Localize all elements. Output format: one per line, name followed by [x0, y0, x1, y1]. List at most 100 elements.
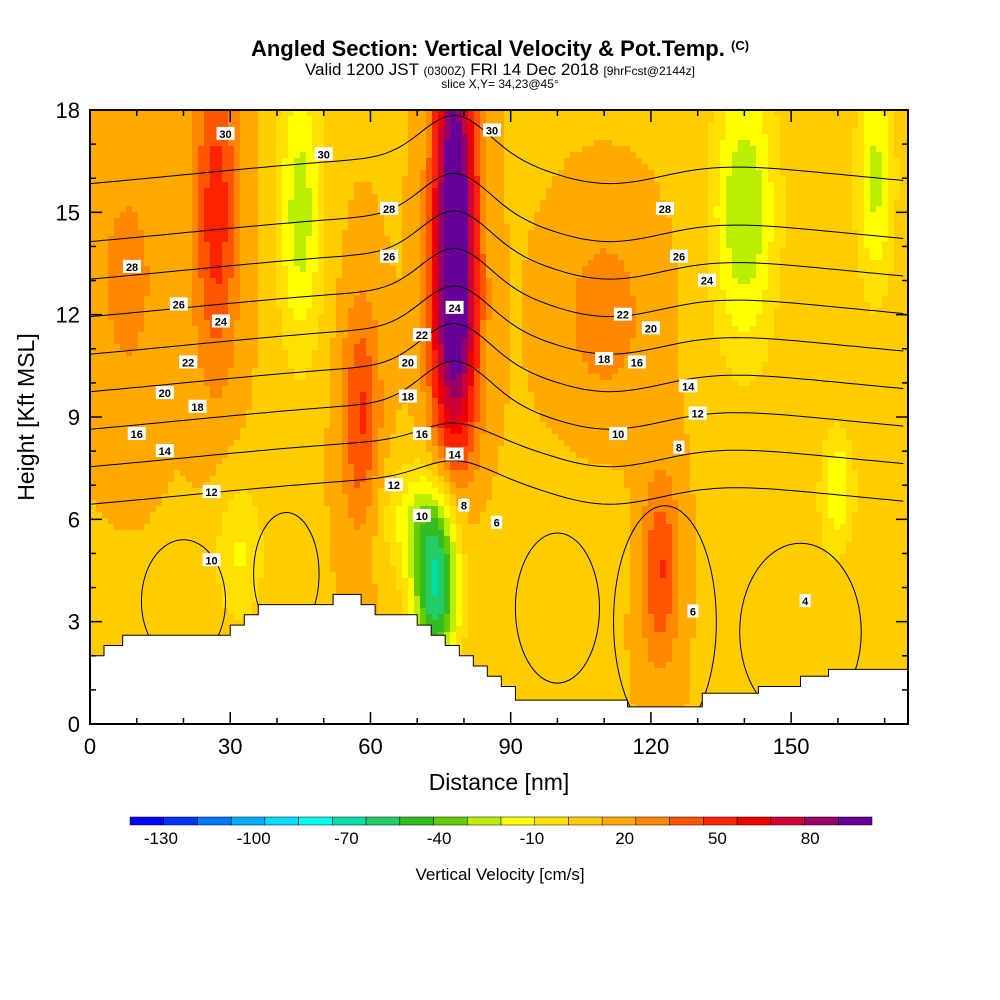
field-cell — [288, 158, 295, 165]
field-cell — [138, 332, 145, 339]
field-cell — [312, 572, 319, 579]
field-cell — [120, 362, 127, 369]
field-cell — [210, 128, 217, 135]
field-cell — [330, 164, 337, 171]
field-cell — [120, 428, 127, 435]
field-cell — [102, 530, 109, 537]
field-cell — [336, 416, 343, 423]
field-cell — [288, 392, 295, 399]
field-cell — [114, 584, 121, 591]
field-cell — [366, 344, 373, 351]
field-cell — [222, 428, 229, 435]
field-cell — [138, 188, 145, 195]
field-cell — [336, 578, 343, 585]
field-cell — [228, 512, 235, 519]
field-cell — [240, 590, 247, 597]
field-cell — [270, 566, 277, 573]
field-cell — [126, 116, 133, 123]
field-cell — [138, 164, 145, 171]
field-cell — [114, 452, 121, 459]
field-cell — [354, 224, 361, 231]
field-cell — [198, 254, 205, 261]
field-cell — [360, 530, 367, 537]
field-cell — [348, 182, 355, 189]
field-cell — [228, 344, 235, 351]
field-cell — [150, 590, 157, 597]
field-cell — [264, 176, 271, 183]
field-cell — [138, 542, 145, 549]
field-cell — [144, 536, 151, 543]
field-cell — [318, 380, 325, 387]
field-cell — [144, 356, 151, 363]
field-cell — [240, 398, 247, 405]
field-cell — [138, 314, 145, 321]
field-cell — [120, 344, 127, 351]
field-cell — [360, 224, 367, 231]
field-cell — [120, 278, 127, 285]
field-cell — [342, 182, 349, 189]
field-cell — [222, 386, 229, 393]
field-cell — [276, 290, 283, 297]
field-cell — [312, 302, 319, 309]
field-cell — [336, 482, 343, 489]
field-cell — [210, 344, 217, 351]
field-cell — [120, 212, 127, 219]
field-cell — [174, 116, 181, 123]
field-cell — [222, 236, 229, 243]
field-cell — [300, 356, 307, 363]
field-cell — [276, 278, 283, 285]
field-cell — [132, 512, 139, 519]
field-cell — [354, 296, 361, 303]
field-cell — [264, 170, 271, 177]
field-cell — [276, 320, 283, 327]
field-cell — [258, 188, 265, 195]
field-cell — [102, 494, 109, 501]
field-cell — [312, 386, 319, 393]
field-cell — [336, 122, 343, 129]
field-cell — [366, 404, 373, 411]
field-cell — [312, 500, 319, 507]
field-cell — [174, 386, 181, 393]
field-cell — [258, 326, 265, 333]
field-cell — [162, 140, 169, 147]
field-cell — [294, 146, 301, 153]
field-cell — [366, 374, 373, 381]
field-cell — [372, 122, 379, 129]
field-cell — [228, 356, 235, 363]
field-cell — [300, 500, 307, 507]
field-cell — [210, 254, 217, 261]
field-cell — [378, 224, 385, 231]
field-cell — [228, 230, 235, 237]
field-cell — [270, 350, 277, 357]
field-cell — [342, 506, 349, 513]
field-cell — [354, 176, 361, 183]
field-cell — [330, 488, 337, 495]
field-cell — [306, 584, 313, 591]
field-cell — [210, 542, 217, 549]
field-cell — [204, 524, 211, 531]
field-cell — [156, 284, 163, 291]
field-cell — [330, 458, 337, 465]
field-cell — [144, 176, 151, 183]
field-cell — [150, 356, 157, 363]
field-cell — [180, 218, 187, 225]
field-cell — [138, 152, 145, 159]
field-cell — [192, 218, 199, 225]
field-cell — [294, 470, 301, 477]
field-cell — [156, 338, 163, 345]
field-cell — [240, 548, 247, 555]
field-cell — [216, 188, 223, 195]
field-cell — [366, 596, 373, 603]
field-cell — [168, 578, 175, 585]
field-cell — [360, 278, 367, 285]
field-cell — [342, 344, 349, 351]
field-cell — [294, 224, 301, 231]
field-cell — [318, 554, 325, 561]
field-cell — [318, 122, 325, 129]
field-cell — [252, 158, 259, 165]
field-cell — [162, 374, 169, 381]
field-cell — [312, 404, 319, 411]
field-cell — [324, 338, 331, 345]
field-cell — [120, 422, 127, 429]
field-cell — [198, 602, 205, 609]
